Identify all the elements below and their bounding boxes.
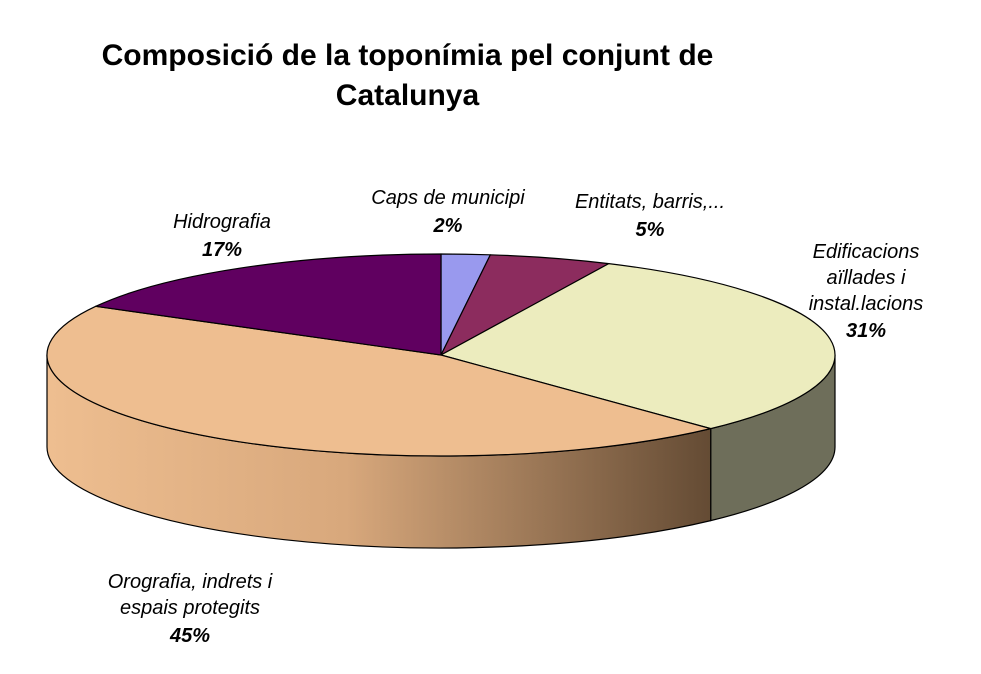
label-hidrografia: Hidrografia 17% bbox=[173, 211, 271, 261]
slice-label: Hidrografia bbox=[173, 211, 271, 233]
slice-percent: 17% bbox=[202, 239, 242, 261]
slice-label: instal.lacions bbox=[809, 293, 924, 315]
chart-title-line-2: Catalunya bbox=[335, 79, 480, 112]
slice-percent: 45% bbox=[169, 625, 210, 647]
slice-percent: 5% bbox=[636, 219, 665, 241]
slice-percent: 31% bbox=[846, 320, 886, 342]
label-entitats-barris: Entitats, barris,... 5% bbox=[575, 191, 725, 241]
slice-label: Entitats, barris,... bbox=[575, 191, 725, 213]
label-orografia: Orografia, indrets i espais protegits 45… bbox=[108, 571, 273, 647]
slice-percent: 2% bbox=[433, 215, 463, 237]
label-edificacions: Edificacions aïllades i instal.lacions 3… bbox=[809, 241, 924, 342]
chart-title: Composició de la toponímia pel conjunt d… bbox=[0, 36, 815, 116]
slice-label: Orografia, indrets i bbox=[108, 571, 273, 593]
label-caps-de-municipi: Caps de municipi 2% bbox=[371, 187, 525, 237]
chart-title-line-1: Composició de la toponímia pel conjunt d… bbox=[101, 39, 714, 72]
slice-label: aïllades i bbox=[827, 267, 906, 289]
pie-top-layer bbox=[46, 253, 836, 457]
slice-edificacions-aïllades-i-instal-lacions bbox=[440, 263, 836, 430]
slice-orografia-indrets-i-espais-protegits bbox=[46, 305, 712, 457]
slice-label: Edificacions bbox=[813, 241, 920, 263]
slice-hidrografia bbox=[95, 253, 442, 356]
slice-label: Caps de municipi bbox=[371, 187, 525, 209]
slice-label: espais protegits bbox=[120, 597, 260, 619]
